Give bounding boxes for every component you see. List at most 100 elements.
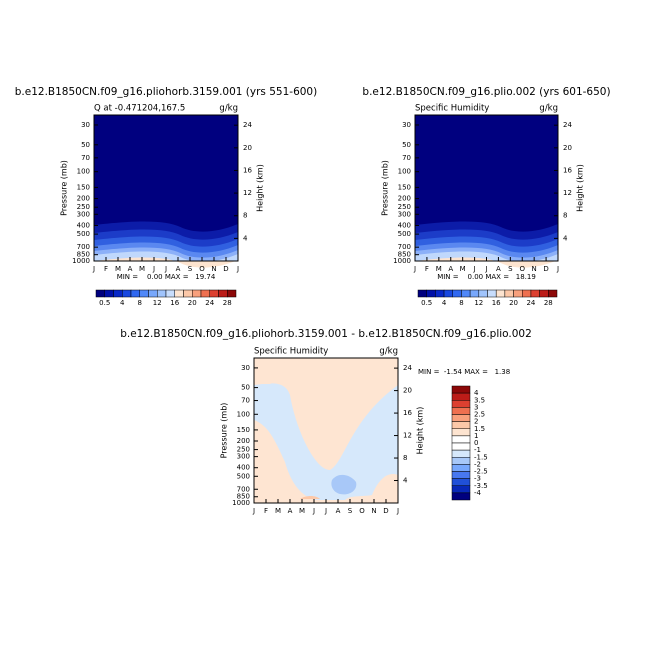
colorbar-label: 8: [459, 299, 463, 307]
y-tick-label: 400: [77, 221, 90, 229]
colorbar-box: [435, 289, 445, 298]
colorbar-box: [451, 407, 471, 415]
y2-tick-label: 8: [563, 212, 567, 220]
x-tick-label: F: [104, 265, 108, 273]
colorbar-box: [451, 485, 471, 494]
x-tick-label: J: [324, 507, 327, 515]
colorbar-box: [165, 289, 175, 298]
colorbar-box: [113, 289, 123, 298]
x-tick-label: O: [359, 507, 365, 515]
y-tick-label: 30: [81, 121, 90, 129]
colorbar-box: [451, 442, 471, 451]
y-tick-label: 50: [402, 141, 411, 149]
colorbar-label: -3: [474, 475, 481, 483]
y-tick-label: 850: [237, 493, 250, 501]
y-tick-label: 300: [237, 453, 250, 461]
colorbar-box: [539, 289, 549, 298]
colorbar-box: [451, 428, 471, 437]
x-tick-label: J: [484, 265, 487, 273]
colorbar-box: [200, 289, 210, 298]
y2-axis-label: Height (km): [256, 164, 265, 212]
y2-tick-label: 16: [563, 166, 572, 174]
y-axis-label: Pressure (mb): [220, 403, 229, 459]
y-tick-label: 200: [237, 437, 250, 445]
y2-tick-label: 4: [403, 477, 408, 485]
x-tick-label: J: [152, 265, 155, 273]
x-tick-label: M: [436, 265, 442, 273]
colorbar-box: [451, 492, 471, 501]
x-tick-label: A: [176, 265, 181, 273]
colorbar-box: [452, 289, 462, 298]
x-tick-label: M: [139, 265, 145, 273]
colorbar-label: -1: [474, 446, 481, 454]
colorbar-label: 3: [474, 403, 478, 411]
colorbar-label: 16: [492, 299, 501, 307]
colorbar-box: [522, 289, 532, 298]
colorbar-box: [451, 392, 471, 401]
panel-title: b.e12.B1850CN.f09_g16.pliohorb.3159.001 …: [120, 328, 532, 340]
y2-tick-label: 24: [403, 364, 412, 372]
y2-tick-label: 12: [243, 189, 252, 197]
x-tick-label: O: [199, 265, 205, 273]
colorbar-box: [451, 449, 471, 458]
x-tick-label: S: [508, 265, 513, 273]
y-tick-label: 150: [77, 183, 90, 191]
colorbar-box: [548, 289, 558, 298]
x-tick-label: D: [383, 507, 388, 515]
x-tick-label: F: [264, 507, 268, 515]
colorbar-label: 1.5: [474, 425, 485, 433]
x-tick-label: A: [496, 265, 501, 273]
colorbar-box: [426, 289, 436, 298]
x-tick-label: J: [473, 265, 476, 273]
colorbar-box: [218, 289, 228, 298]
y-tick-label: 70: [81, 154, 90, 162]
colorbar-box: [122, 289, 132, 298]
x-tick-label: A: [288, 507, 293, 515]
x-tick-label: M: [275, 507, 281, 515]
min-max: MIN = 0.00 MAX = 18.19: [437, 273, 536, 281]
colorbar-box: [192, 289, 202, 298]
y2-tick-label: 24: [243, 121, 252, 129]
subtitle-left: Specific Humidity: [254, 347, 328, 357]
y2-tick-label: 24: [563, 121, 572, 129]
panel-title: b.e12.B1850CN.f09_g16.pliohorb.3159.001 …: [15, 86, 317, 98]
y-tick-label: 1000: [393, 257, 411, 265]
colorbar-label: 2.5: [474, 411, 485, 419]
y-tick-label: 850: [77, 251, 90, 259]
colorbar-box: [513, 289, 523, 298]
x-tick-label: D: [223, 265, 228, 273]
y-tick-label: 850: [398, 251, 411, 259]
colorbar-label: -2: [474, 460, 481, 468]
y-tick-label: 400: [237, 464, 250, 472]
y-tick-label: 150: [237, 426, 250, 434]
colorbar-box: [443, 289, 453, 298]
colorbar-box: [451, 421, 471, 429]
y-tick-label: 300: [77, 210, 90, 218]
x-tick-label: A: [336, 507, 341, 515]
colorbar-box: [148, 289, 158, 298]
colorbar-label: 2: [474, 418, 478, 426]
y-tick-label: 100: [237, 410, 250, 418]
y-tick-label: 700: [77, 243, 90, 251]
x-tick-label: J: [413, 265, 416, 273]
y-tick-label: 150: [398, 183, 411, 191]
x-tick-label: N: [211, 265, 216, 273]
colorbar-box: [209, 289, 219, 298]
y2-tick-label: 8: [403, 454, 407, 462]
colorbar-box: [183, 289, 193, 298]
colorbar-box: [417, 289, 427, 298]
x-tick-label: J: [312, 507, 315, 515]
contour-field: [94, 115, 238, 268]
x-tick-label: N: [532, 265, 537, 273]
y-tick-label: 30: [402, 121, 411, 129]
x-tick-label: J: [164, 265, 167, 273]
y-axis-label: Pressure (mb): [60, 160, 69, 216]
x-tick-label: J: [92, 265, 95, 273]
y2-tick-label: 20: [563, 144, 572, 152]
colorbar-box: [451, 400, 471, 408]
colorbar-label: 24: [205, 299, 214, 307]
x-tick-label: M: [115, 265, 121, 273]
colorbar-box: [495, 289, 506, 298]
y2-axis-label: Height (km): [576, 164, 585, 212]
